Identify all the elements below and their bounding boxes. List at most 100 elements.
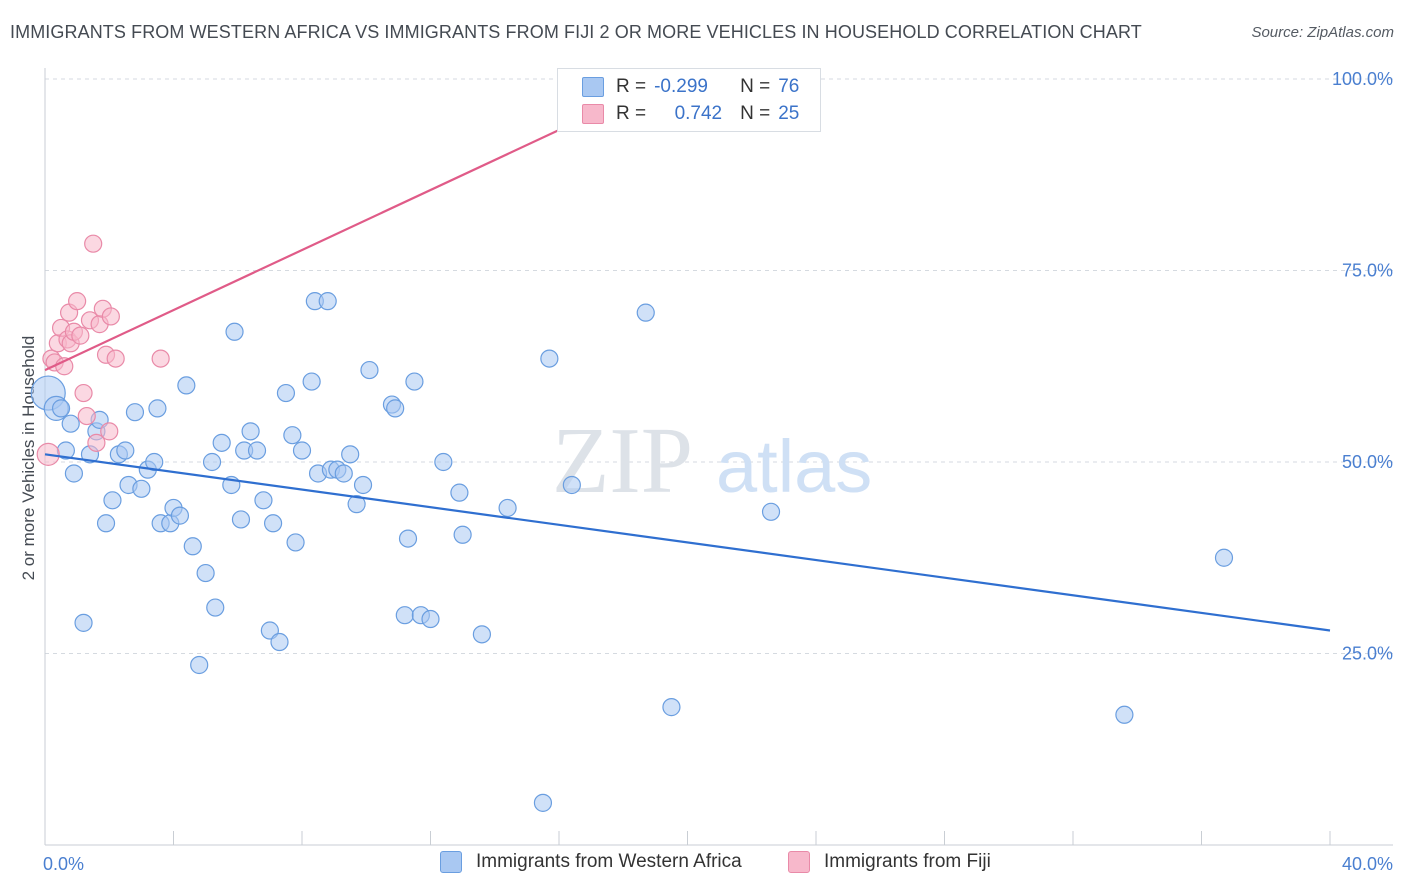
point-fiji[interactable]: [68, 292, 87, 311]
point-western-africa[interactable]: [533, 793, 553, 812]
point-western-africa[interactable]: [292, 441, 312, 460]
point-western-africa[interactable]: [145, 452, 164, 472]
point-western-africa[interactable]: [636, 303, 655, 322]
watermark: ZIP atlas: [552, 409, 872, 513]
legend-n-label: N =: [740, 103, 771, 124]
point-western-africa[interactable]: [170, 506, 190, 525]
point-western-africa[interactable]: [472, 625, 491, 644]
point-western-africa[interactable]: [96, 514, 116, 533]
point-western-africa[interactable]: [347, 495, 366, 514]
point-western-africa[interactable]: [51, 399, 71, 418]
source-label: Source: ZipAtlas.com: [1251, 24, 1394, 41]
point-western-africa[interactable]: [1115, 705, 1134, 724]
y-tick-label: 75.0%: [1342, 261, 1393, 281]
watermark-atlas: atlas: [716, 425, 872, 508]
point-western-africa[interactable]: [212, 433, 231, 452]
axis-layer: 25.0% 50.0% 75.0% 100.0% 0.0% 40.0%: [43, 68, 1393, 874]
point-western-africa[interactable]: [318, 292, 337, 311]
point-western-africa[interactable]: [398, 529, 418, 548]
legend-swatch-western-africa: [582, 77, 604, 97]
point-fiji[interactable]: [87, 433, 106, 452]
point-western-africa[interactable]: [341, 445, 360, 464]
y-tick-label: 50.0%: [1342, 452, 1393, 472]
point-western-africa[interactable]: [761, 502, 781, 521]
point-western-africa[interactable]: [74, 613, 93, 632]
point-western-africa[interactable]: [302, 372, 321, 391]
trend-layer: [44, 78, 1331, 632]
legend-item-western-africa[interactable]: Immigrants from Western Africa: [440, 851, 742, 873]
point-western-africa[interactable]: [202, 452, 222, 472]
point-western-africa[interactable]: [190, 655, 209, 675]
legend-row-fiji: R = 0.742 N = 25: [582, 101, 799, 127]
legend-swatch-fiji: [788, 851, 810, 873]
legend-n-value: 25: [778, 103, 800, 124]
point-fiji[interactable]: [74, 383, 93, 403]
point-western-africa[interactable]: [353, 475, 373, 495]
watermark-zip: ZIP: [552, 409, 693, 513]
grid-layer: [45, 78, 1393, 654]
point-western-africa[interactable]: [334, 464, 353, 483]
point-western-africa[interactable]: [286, 533, 305, 552]
point-western-africa[interactable]: [103, 491, 122, 510]
point-western-africa[interactable]: [1214, 548, 1234, 567]
point-western-africa[interactable]: [540, 349, 559, 368]
point-western-africa[interactable]: [254, 491, 273, 510]
legend-swatch-western-africa: [440, 851, 462, 873]
y-tick-label: 100.0%: [1332, 69, 1393, 89]
point-western-africa[interactable]: [276, 383, 296, 403]
point-western-africa[interactable]: [395, 606, 414, 625]
point-western-africa[interactable]: [177, 376, 196, 395]
point-fiji[interactable]: [101, 307, 120, 326]
point-fiji[interactable]: [84, 234, 103, 253]
legend-label-fiji: Immigrants from Fiji: [824, 851, 991, 872]
point-western-africa[interactable]: [421, 609, 440, 629]
point-western-africa[interactable]: [64, 464, 84, 483]
point-fiji[interactable]: [151, 349, 170, 368]
series-legend: Immigrants from Western Africa Immigrant…: [0, 851, 1406, 879]
point-western-africa[interactable]: [241, 422, 260, 441]
point-fiji[interactable]: [100, 422, 119, 441]
point-fiji[interactable]: [71, 326, 90, 345]
legend-row-western-africa: R = -0.299 N = 76: [582, 74, 799, 100]
point-western-africa[interactable]: [662, 698, 681, 717]
x-tick-label: 0.0%: [43, 854, 84, 874]
point-fiji[interactable]: [77, 406, 96, 426]
x-tick-label: 40.0%: [1342, 854, 1393, 874]
point-western-africa[interactable]: [148, 399, 167, 418]
point-western-africa[interactable]: [61, 414, 80, 433]
point-western-africa[interactable]: [453, 525, 472, 544]
correlation-legend: R = -0.299 N = 76 R = 0.742 N = 25: [557, 68, 821, 132]
point-western-africa[interactable]: [405, 372, 424, 391]
point-western-africa[interactable]: [263, 514, 283, 533]
legend-swatch-fiji: [582, 104, 604, 124]
legend-n-value: 76: [778, 76, 800, 97]
point-western-africa[interactable]: [116, 441, 135, 460]
point-western-africa[interactable]: [283, 426, 302, 445]
point-western-africa[interactable]: [434, 452, 453, 472]
point-western-africa[interactable]: [196, 563, 215, 583]
point-western-africa[interactable]: [270, 632, 289, 652]
point-western-africa[interactable]: [386, 399, 405, 418]
point-western-africa[interactable]: [132, 479, 151, 498]
point-fiji[interactable]: [106, 349, 125, 368]
point-western-africa[interactable]: [498, 498, 517, 518]
point-western-africa[interactable]: [125, 403, 145, 422]
legend-r-value: -0.299: [654, 76, 708, 97]
y-tick-label: 25.0%: [1342, 644, 1393, 664]
point-western-africa[interactable]: [231, 510, 251, 529]
point-western-africa[interactable]: [206, 598, 225, 617]
point-western-africa[interactable]: [183, 537, 202, 556]
point-western-africa[interactable]: [225, 322, 244, 341]
legend-r-label: R =: [616, 103, 647, 124]
point-western-africa[interactable]: [562, 475, 581, 495]
y-axis-label: 2 or more Vehicles in Household: [19, 336, 38, 581]
point-western-africa[interactable]: [450, 483, 469, 502]
legend-label-western-africa: Immigrants from Western Africa: [476, 851, 742, 872]
legend-n-label: N =: [740, 76, 771, 97]
point-western-africa[interactable]: [247, 441, 267, 460]
legend-item-fiji[interactable]: Immigrants from Fiji: [788, 851, 991, 873]
legend-r-label: R =: [616, 76, 647, 97]
legend-r-value: 0.742: [674, 103, 723, 124]
point-western-africa[interactable]: [360, 360, 379, 380]
